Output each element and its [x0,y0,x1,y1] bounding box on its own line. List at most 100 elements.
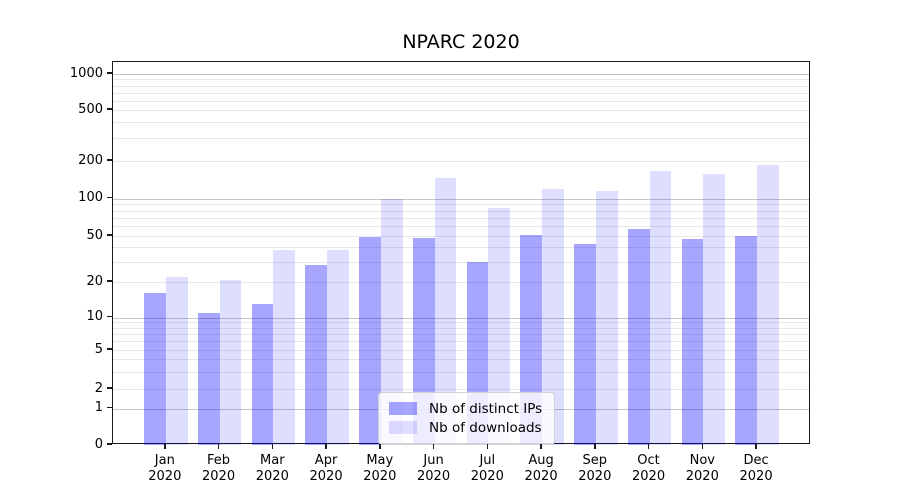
bar-downloads-jul [488,207,511,445]
bar-ips-jan [144,293,166,445]
y-tick-mark-1 [106,406,112,409]
gridline-minor-3 [113,371,809,373]
gridline-minor-5 [113,350,809,351]
x-tick-label-jan: Jan 2020 [148,453,182,484]
x-tick-label-may: May 2020 [363,453,397,484]
x-tick-label-dec: Dec 2020 [739,453,773,484]
gridline-minor-500 [113,110,809,111]
bar-downloads-feb [219,279,242,445]
y-tick-mark-200 [106,159,112,161]
chart-title: NPARC 2020 [402,31,520,53]
gridline-minor-8 [113,327,809,329]
legend-swatch-distinct-ips [389,402,417,415]
gridline-minor-800 [113,85,809,87]
bar-downloads-oct [649,171,672,445]
gridline-minor-50 [113,236,809,237]
bar-ips-oct [627,228,650,445]
bars-layer [113,62,809,445]
gridline-minor-90 [113,204,809,206]
gridline-minor-30 [113,261,809,263]
y-tick-label-200: 200 [78,152,103,168]
plot-area: Nb of distinct IPs Nb of downloads [112,61,810,445]
x-tick-mark-mar [271,444,274,449]
gridline-minor-4 [113,359,809,361]
y-tick-label-1000: 1000 [69,65,103,81]
gridline-major-10 [113,317,809,319]
gridline-minor-400 [113,122,809,124]
x-tick-mark-aug [540,444,542,449]
y-tick-label-5: 5 [94,341,103,357]
y-tick-mark-500 [106,108,112,110]
x-tick-mark-jul [486,444,489,449]
bar-downloads-may [380,198,403,445]
y-tick-mark-2 [106,387,112,389]
gridline-minor-9 [113,322,809,324]
gridline-minor-80 [113,210,809,212]
bar-ips-mar [251,304,274,445]
x-tick-label-feb: Feb 2020 [202,453,236,484]
x-tick-label-apr: Apr 2020 [309,453,343,484]
y-tick-label-500: 500 [78,101,103,117]
legend-label-distinct-ips: Nb of distinct IPs [429,400,543,417]
bar-ips-sep [574,243,596,445]
gridline-minor-600 [113,100,809,102]
x-tick-label-aug: Aug 2020 [524,453,558,484]
x-tick-mark-jan [164,444,166,449]
gridline-major-1000 [113,74,809,75]
gridline-minor-900 [113,79,809,81]
bar-downloads-mar [273,249,296,445]
bar-downloads-jun [434,178,457,445]
legend-label-downloads: Nb of downloads [429,419,542,436]
y-tick-label-50: 50 [86,227,103,243]
bar-ips-apr [305,265,328,445]
bar-ips-dec [735,236,758,445]
bar-downloads-apr [327,249,349,445]
bar-downloads-sep [595,190,618,445]
gridline-minor-2 [113,389,809,390]
bar-ips-feb [197,312,220,445]
x-tick-mark-feb [217,444,220,449]
gridline-minor-300 [113,138,809,140]
y-tick-label-20: 20 [86,273,103,289]
x-tick-mark-dec [755,444,757,449]
y-tick-mark-10 [106,315,112,318]
gridlines-layer [113,62,809,443]
x-tick-mark-may [379,444,381,449]
bar-downloads-aug [542,188,564,445]
gridline-minor-700 [113,92,809,94]
x-tick-mark-jun [432,444,435,449]
y-tick-label-100: 100 [78,190,103,205]
y-tick-mark-20 [106,280,112,282]
x-tick-label-nov: Nov 2020 [685,453,719,484]
gridline-minor-7 [113,334,809,336]
y-tick-mark-100 [106,196,112,199]
y-tick-label-10: 10 [86,309,103,324]
legend: Nb of distinct IPs Nb of downloads [378,392,555,445]
gridline-minor-40 [113,247,809,249]
gridline-minor-6 [113,341,809,343]
x-tick-label-sep: Sep 2020 [578,453,612,484]
x-tick-mark-sep [594,444,596,449]
y-tick-label-1: 1 [94,400,103,415]
gridline-minor-20 [113,282,809,283]
x-tick-label-mar: Mar 2020 [255,453,289,484]
gridline-minor-70 [113,217,809,219]
legend-entry-distinct-ips: Nb of distinct IPs [389,399,544,418]
x-tick-label-oct: Oct 2020 [632,453,666,484]
gridline-minor-60 [113,226,809,228]
gridline-minor-200 [113,161,809,162]
x-tick-label-jun: Jun 2020 [417,453,451,484]
y-tick-mark-50 [106,234,112,236]
gridline-major-100 [113,198,809,200]
bar-ips-nov [681,239,704,445]
bar-ips-may [359,237,381,445]
x-tick-mark-oct [647,444,650,449]
y-tick-label-2: 2 [94,380,103,396]
x-tick-mark-apr [325,444,327,449]
y-tick-label-0: 0 [94,436,103,452]
legend-swatch-downloads [389,421,417,434]
bar-downloads-dec [757,165,779,445]
y-tick-mark-5 [106,348,112,350]
bar-downloads-nov [703,174,726,445]
